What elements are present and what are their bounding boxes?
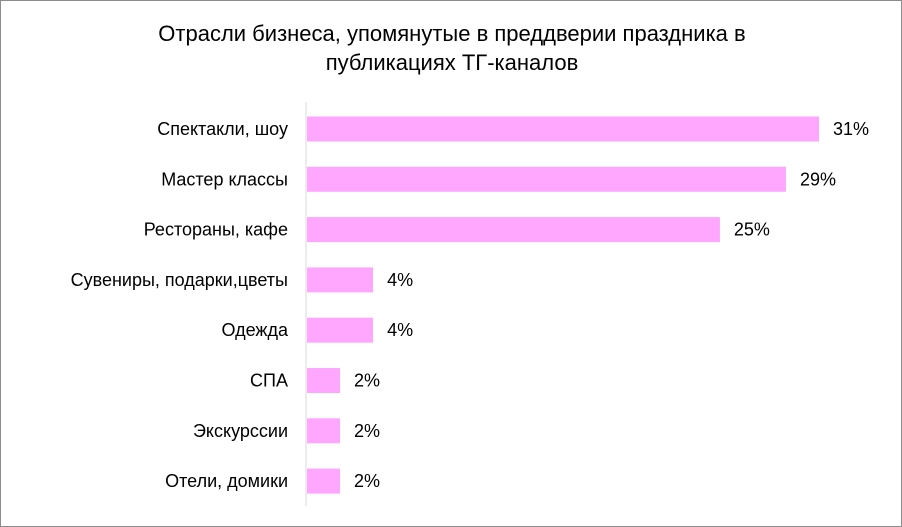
- category-label: СПА: [250, 371, 288, 391]
- data-label: 29%: [800, 169, 836, 189]
- category-label: Рестораны, кафе: [144, 220, 288, 240]
- chart-title: Отрасли бизнеса, упомянутые в преддверии…: [158, 21, 746, 75]
- category-label: Сувениры, подарки,цветы: [71, 270, 288, 290]
- data-label: 4%: [387, 320, 413, 340]
- category-label: Спектакли, шоу: [157, 119, 288, 139]
- category-label: Экскурссии: [193, 421, 288, 441]
- category-label: Отели, домики: [165, 471, 288, 491]
- bar: [307, 468, 341, 494]
- data-label: 2%: [354, 471, 380, 491]
- category-label: Мастер классы: [161, 169, 288, 189]
- bar: [307, 166, 786, 192]
- bar: [307, 317, 374, 343]
- data-label: 2%: [354, 371, 380, 391]
- bar: [307, 368, 341, 393]
- data-label: 25%: [734, 220, 770, 240]
- bar: [307, 418, 341, 444]
- data-label: 31%: [833, 119, 869, 139]
- bar: [307, 217, 720, 243]
- data-label: 4%: [387, 270, 413, 290]
- category-label: Одежда: [222, 320, 289, 340]
- bar: [307, 267, 374, 293]
- data-label: 2%: [354, 421, 380, 441]
- bar: [307, 116, 819, 142]
